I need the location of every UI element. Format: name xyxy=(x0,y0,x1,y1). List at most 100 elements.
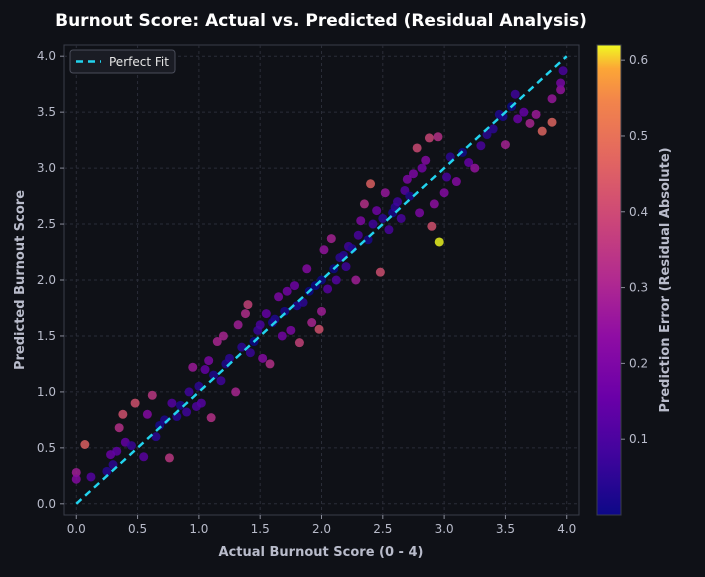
data-point xyxy=(261,309,271,319)
data-point xyxy=(175,400,185,410)
data-point xyxy=(323,284,333,294)
x-tick-label: 1.5 xyxy=(251,522,270,536)
x-axis-label: Actual Burnout Score (0 - 4) xyxy=(219,545,424,560)
x-tick-label: 3.0 xyxy=(435,522,454,536)
colorbar-tick-label: 0.1 xyxy=(629,432,648,446)
data-point xyxy=(351,275,361,285)
data-point xyxy=(378,213,388,223)
data-point xyxy=(341,262,351,272)
data-point xyxy=(427,221,437,231)
y-tick-label: 0.0 xyxy=(37,497,56,511)
data-point xyxy=(415,208,425,218)
data-point xyxy=(366,179,376,189)
data-point xyxy=(204,356,214,366)
data-point xyxy=(464,158,474,167)
data-point xyxy=(442,172,452,182)
data-point xyxy=(525,118,535,128)
data-point xyxy=(424,133,434,143)
x-tick-label: 2.5 xyxy=(373,522,392,536)
data-point xyxy=(231,387,241,397)
x-tick-label: 0.0 xyxy=(67,522,86,536)
data-point xyxy=(359,199,369,209)
data-point xyxy=(225,353,235,363)
data-point xyxy=(71,474,81,484)
data-point xyxy=(439,188,449,198)
data-point xyxy=(476,141,486,151)
data-point xyxy=(196,398,206,408)
data-point xyxy=(556,85,566,95)
y-tick-label: 0.5 xyxy=(37,441,56,455)
data-point xyxy=(147,390,157,400)
colorbar-gradient xyxy=(596,44,622,516)
data-point xyxy=(233,320,243,330)
data-point xyxy=(182,407,192,417)
data-point xyxy=(282,286,292,296)
x-tick-label: 0.5 xyxy=(128,522,147,536)
legend-label: Perfect Fit xyxy=(109,55,169,69)
data-point xyxy=(500,140,510,150)
data-point xyxy=(80,440,90,449)
data-point xyxy=(240,309,250,319)
data-point xyxy=(363,235,373,245)
axis-ticks: 0.0 0.5 1.0 1.5 2.0 2.5 3.0 3.5 4.0 0.0 0.5 1.0 1.5 2… xyxy=(37,49,576,536)
data-point xyxy=(270,314,280,324)
data-point xyxy=(393,197,403,207)
colorbar-tick-label: 0.5 xyxy=(629,129,648,143)
legend: Perfect Fit xyxy=(69,49,176,74)
data-point xyxy=(212,337,222,347)
data-point xyxy=(130,398,140,408)
data-point xyxy=(280,306,290,316)
data-point xyxy=(188,362,198,372)
x-tick-label: 2.0 xyxy=(312,522,331,536)
data-point xyxy=(274,292,284,302)
legend-box xyxy=(69,49,176,74)
data-point xyxy=(488,124,498,134)
colorbar-label: Prediction Error (Residual Absolute) xyxy=(658,147,673,412)
data-point xyxy=(265,359,275,369)
x-tick-label: 4.0 xyxy=(557,522,576,536)
y-tick-label: 3.0 xyxy=(37,161,56,175)
data-point xyxy=(513,114,523,124)
y-tick-label: 3.5 xyxy=(37,105,56,119)
data-point xyxy=(417,163,427,173)
data-point xyxy=(547,94,557,104)
data-point xyxy=(451,177,461,187)
y-tick-label: 1.0 xyxy=(37,385,56,399)
x-tick-label: 3.5 xyxy=(496,522,515,536)
colorbar-tick-label: 0.2 xyxy=(629,356,648,370)
colorbar-tick-label: 0.6 xyxy=(629,53,648,67)
data-point xyxy=(547,117,557,127)
data-point xyxy=(519,107,529,117)
y-axis-label: Predicted Burnout Score xyxy=(13,190,28,370)
data-point xyxy=(151,432,161,442)
data-point xyxy=(142,409,152,419)
data-point xyxy=(380,188,390,198)
colorbar: 0.1 0.2 0.3 0.4 0.5 0.6 Prediction Error (Res… xyxy=(596,44,673,516)
data-point xyxy=(356,216,366,226)
data-point xyxy=(433,132,443,142)
data-point xyxy=(558,66,568,76)
data-point xyxy=(294,338,304,348)
y-tick-label: 1.5 xyxy=(37,329,56,343)
data-point xyxy=(302,264,312,274)
data-point xyxy=(429,199,439,209)
data-point xyxy=(139,452,149,462)
data-point xyxy=(290,281,300,291)
data-point xyxy=(402,174,412,184)
data-point xyxy=(319,245,329,255)
data-point xyxy=(277,331,287,341)
data-point xyxy=(71,467,81,477)
data-point xyxy=(112,446,122,456)
data-point xyxy=(206,413,216,423)
data-point xyxy=(408,169,418,179)
data-point xyxy=(258,353,268,363)
data-point xyxy=(314,324,324,334)
data-point xyxy=(307,318,317,328)
data-point xyxy=(255,320,265,330)
data-point xyxy=(216,376,226,386)
data-point xyxy=(118,409,128,419)
data-point xyxy=(353,230,363,240)
data-point xyxy=(537,126,547,136)
